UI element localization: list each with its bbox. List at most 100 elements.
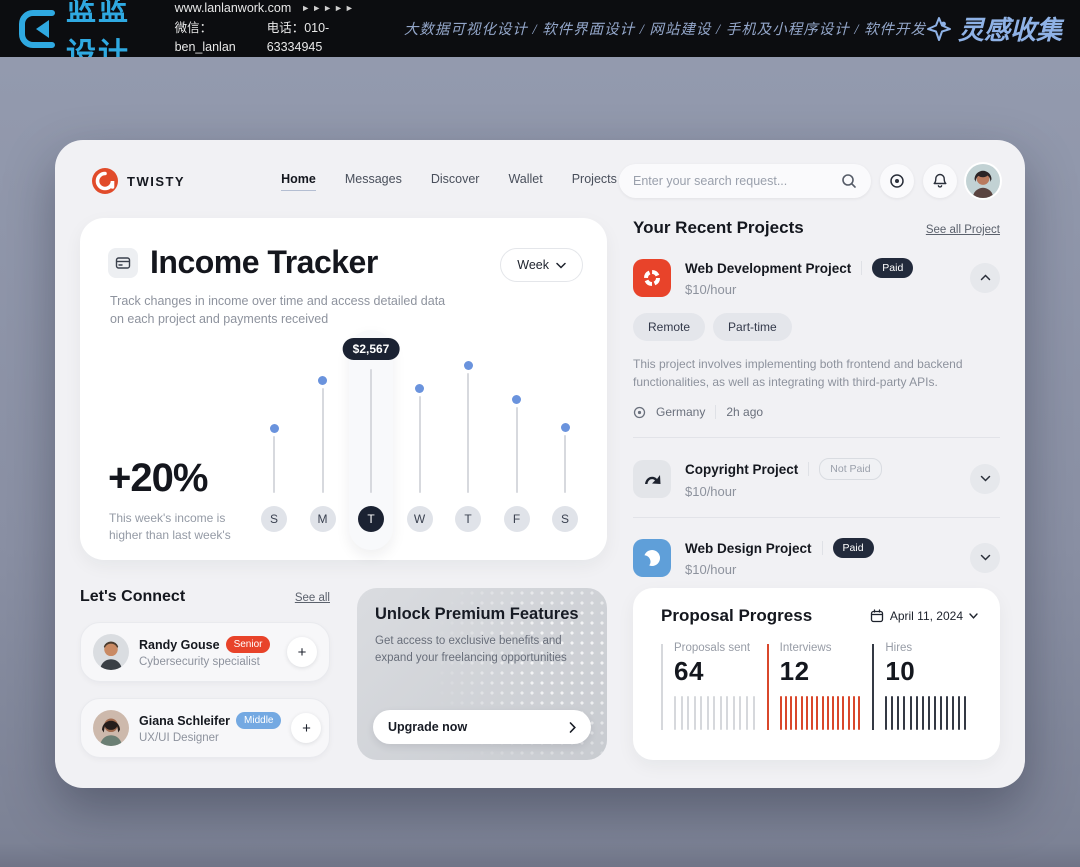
tick-mark: [784, 696, 787, 730]
day-label-0[interactable]: S: [261, 506, 287, 532]
premium-subtitle: Get access to exclusive benefits and exp…: [375, 635, 567, 664]
tick-mark: [706, 696, 709, 730]
stat-value: 10: [885, 656, 916, 686]
stat-value: 64: [674, 656, 704, 686]
person-card[interactable]: Randy Gouse Senior Cybersecurity specialis…: [80, 622, 330, 682]
proposal-title: Proposal Progress: [661, 606, 813, 625]
banner-wechat: 微信：ben_lanlan: [174, 20, 236, 55]
brand-name: TWISTY: [127, 173, 186, 189]
chart-bar-line: [418, 396, 421, 493]
day-label-6[interactable]: S: [552, 506, 578, 532]
project-row[interactable]: Copyright Project Not Paid $10/hour: [633, 458, 1000, 499]
level-badge: Senior: [225, 636, 271, 653]
day-label-3[interactable]: W: [406, 506, 433, 532]
period-select[interactable]: Week: [500, 248, 583, 282]
inspiration-collect[interactable]: 灵感收集: [926, 10, 1062, 47]
separator: [821, 541, 823, 555]
date-select[interactable]: April 11, 2024: [870, 609, 978, 623]
tick-mark: [693, 696, 696, 730]
tick-mark: [719, 696, 722, 730]
nav-item-messages[interactable]: Messages: [344, 171, 402, 186]
upgrade-now-button[interactable]: Upgrade now: [373, 710, 591, 744]
chart-column-4: T: [444, 218, 492, 560]
target-icon: [889, 173, 905, 189]
tick-mark: [739, 696, 742, 730]
tick-mark: [927, 696, 930, 730]
add-person-button[interactable]: +: [287, 637, 317, 667]
plus-icon: +: [297, 643, 307, 661]
project-row[interactable]: Web Development Project Paid $10/hour: [633, 258, 1000, 297]
brand[interactable]: TWISTY: [92, 168, 185, 194]
project-location: Germany: [656, 405, 706, 419]
people-list: Randy Gouse Senior Cybersecurity specialis…: [80, 622, 330, 758]
tick-mark: [732, 696, 735, 730]
bell-icon: [932, 173, 948, 189]
tag-remote[interactable]: Remote: [633, 313, 706, 341]
proposal-stat-1: Interviews 12: [766, 642, 865, 730]
divider: [633, 517, 1000, 518]
search-bar[interactable]: [619, 164, 871, 198]
tick-mark: [752, 696, 755, 730]
project-row[interactable]: Web Design Project Paid $10/hour: [633, 538, 1000, 577]
collect-label: 灵感收集: [957, 16, 1062, 45]
chevron-down-icon: [556, 262, 566, 269]
connect-see-all-link[interactable]: See all: [294, 592, 330, 604]
stat-label: Hires: [885, 642, 913, 654]
see-all-projects-link[interactable]: See all Project: [925, 224, 1000, 236]
day-label-2[interactable]: T: [358, 506, 384, 532]
refresh-circle-icon: [633, 258, 671, 297]
chart-bar-line: [273, 436, 275, 493]
stat-ticks: [885, 696, 970, 730]
chart-bar-line: [515, 407, 518, 493]
tick-mark: [700, 696, 703, 730]
nav-item-home[interactable]: Home: [281, 172, 316, 191]
day-label-5[interactable]: F: [503, 506, 530, 532]
expand-button[interactable]: [970, 262, 1000, 293]
user-avatar[interactable]: [966, 164, 1000, 198]
target-button[interactable]: [880, 164, 914, 198]
tick-mark: [726, 696, 729, 730]
nav-item-discover[interactable]: Discover: [430, 171, 480, 186]
nav-item-wallet[interactable]: Wallet: [508, 171, 543, 186]
banner-website[interactable]: www.lanlanwork.com: [174, 1, 292, 16]
star-icon: [926, 16, 952, 42]
income-tracker-card: Income Tracker Week Track changes in inc…: [80, 218, 607, 560]
tick-mark: [957, 696, 960, 730]
add-person-button[interactable]: +: [291, 713, 322, 743]
tick-mark: [687, 696, 690, 730]
proposal-progress-card: Proposal Progress April 11, 2024 Proposa…: [633, 588, 1000, 760]
project-info: Web Design Project Paid $10/hour: [685, 538, 874, 577]
chart-dot: [415, 384, 424, 393]
notifications-button[interactable]: [923, 164, 957, 198]
navbar: TWISTY Home Messages Discover Wallet Project…: [92, 162, 1000, 200]
day-label-4[interactable]: T: [455, 506, 481, 532]
tick-mark: [945, 696, 948, 730]
chart-bar-line: [564, 435, 566, 493]
tick-mark: [897, 696, 900, 730]
chart-column-5: F: [493, 218, 541, 560]
nav-item-projects[interactable]: Projects: [571, 171, 617, 186]
chart-column-2: $2,567 T: [342, 218, 400, 560]
project-meta: Germany 2h ago: [633, 405, 1000, 419]
lanlan-logo-text: 蓝蓝设计: [66, 0, 130, 71]
tick-mark: [951, 696, 954, 730]
search-input[interactable]: [633, 174, 841, 188]
project-info: Copyright Project Not Paid $10/hour: [685, 458, 882, 499]
chart-column-3: W: [396, 218, 444, 560]
lanlan-logo: 蓝蓝设计: [18, 0, 157, 73]
tag-part-time[interactable]: Part-time: [713, 313, 792, 341]
tick-mark: [821, 696, 824, 730]
expand-button[interactable]: [970, 463, 1000, 494]
day-label-1[interactable]: M: [309, 506, 336, 532]
expand-button[interactable]: [970, 542, 1000, 573]
tick-mark: [933, 696, 936, 730]
recent-projects-panel: Your Recent Projects See all Project Web…: [633, 218, 1000, 577]
person-card[interactable]: Giana Schleifer Middle UX/UI Designer +: [80, 698, 330, 758]
chart-dot: [269, 424, 279, 433]
stat-value: 12: [779, 656, 810, 686]
connect-section: Let's Connect See all Randy Gouse Senior C…: [80, 588, 330, 758]
recent-projects-title: Your Recent Projects: [633, 218, 804, 237]
date-value: April 11, 2024: [889, 609, 963, 623]
period-value: Week: [517, 258, 549, 272]
stat-label: Proposals sent: [674, 642, 751, 654]
